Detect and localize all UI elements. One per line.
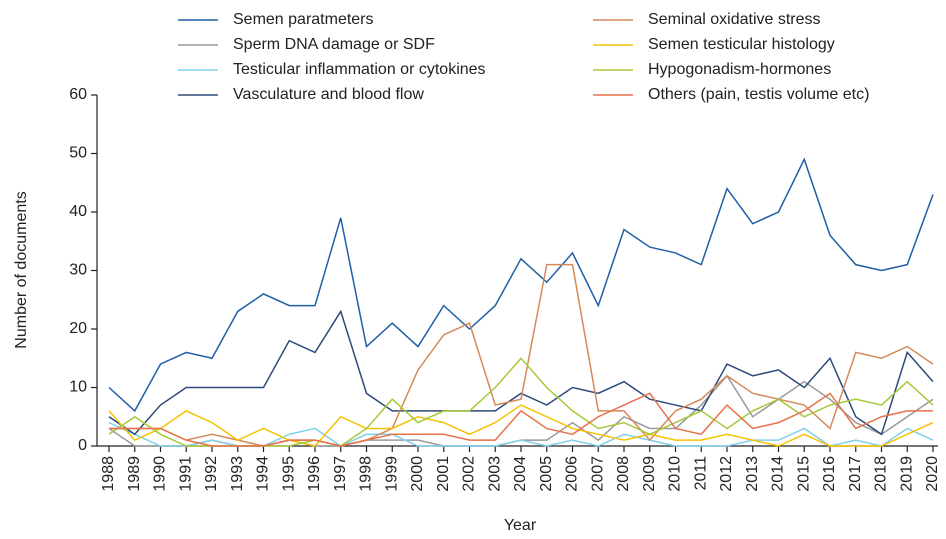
- x-tick-label: 2012: [718, 456, 735, 492]
- x-tick-label: 2001: [435, 456, 452, 492]
- legend-label: Sperm DNA damage or SDF: [233, 36, 435, 53]
- x-tick-label: 2014: [770, 456, 787, 492]
- x-tick-label: 2013: [744, 456, 761, 492]
- x-tick-label: 2015: [795, 456, 812, 492]
- x-tick-label: 2010: [667, 456, 684, 492]
- legend-label: Semen testicular histology: [648, 36, 835, 53]
- x-tick-label: 1993: [229, 456, 246, 492]
- legend-label: Testicular inflammation or cytokines: [233, 61, 486, 78]
- x-tick-label: 1989: [126, 456, 143, 492]
- y-tick-label: 50: [69, 145, 87, 162]
- y-tick-label: 0: [78, 437, 87, 454]
- x-tick-label: 1994: [255, 456, 272, 492]
- legend-label: Vasculature and blood flow: [233, 86, 424, 103]
- y-tick-label: 40: [69, 203, 87, 220]
- legend-label: Others (pain, testis volume etc): [648, 86, 869, 103]
- y-axis-label: Number of documents: [13, 191, 30, 348]
- x-tick-label: 1999: [383, 456, 400, 492]
- series-line: [108, 309, 934, 436]
- series-line: [109, 392, 933, 447]
- x-tick-label: 1997: [332, 456, 349, 492]
- x-tick-label: 2017: [847, 456, 864, 492]
- x-axis-label: Year: [504, 517, 537, 534]
- x-tick-label: 1988: [100, 456, 117, 492]
- series-line: [108, 404, 934, 447]
- x-tick-label: 2019: [898, 456, 915, 492]
- x-tick-label: 2000: [409, 456, 426, 492]
- x-tick-label: 2011: [692, 456, 709, 491]
- x-tick-label: 2003: [486, 456, 503, 492]
- x-tick-label: 2009: [641, 456, 658, 492]
- y-tick-label: 60: [69, 86, 87, 103]
- x-tick-label: 2004: [512, 456, 529, 492]
- y-tick-label: 20: [69, 320, 87, 337]
- y-tick-label: 30: [69, 262, 87, 279]
- x-tick-label: 1998: [358, 456, 375, 492]
- series-line: [109, 263, 934, 447]
- legend-label: Hypogonadism-hormones: [648, 61, 831, 78]
- x-tick-label: 2016: [821, 456, 838, 492]
- x-tick-label: 1992: [203, 456, 220, 492]
- x-tick-label: 2006: [564, 456, 581, 492]
- x-tick-label: 2005: [538, 456, 555, 492]
- x-tick-label: 1995: [280, 456, 297, 492]
- x-tick-label: 2008: [615, 456, 632, 492]
- x-tick-label: 1996: [306, 456, 323, 492]
- series-line: [108, 157, 934, 413]
- y-tick-label: 10: [69, 379, 87, 396]
- x-tick-label: 2002: [461, 456, 478, 492]
- x-tick-label: 2020: [924, 456, 941, 492]
- series-line: [108, 421, 934, 447]
- legend-label: Seminal oxidative stress: [648, 11, 821, 28]
- legend-label: Semen paratmeters: [233, 11, 374, 28]
- x-tick-label: 1991: [177, 456, 194, 492]
- x-tick-label: 1990: [152, 456, 169, 492]
- x-tick-label: 2018: [873, 456, 890, 492]
- x-tick-label: 2007: [589, 456, 606, 492]
